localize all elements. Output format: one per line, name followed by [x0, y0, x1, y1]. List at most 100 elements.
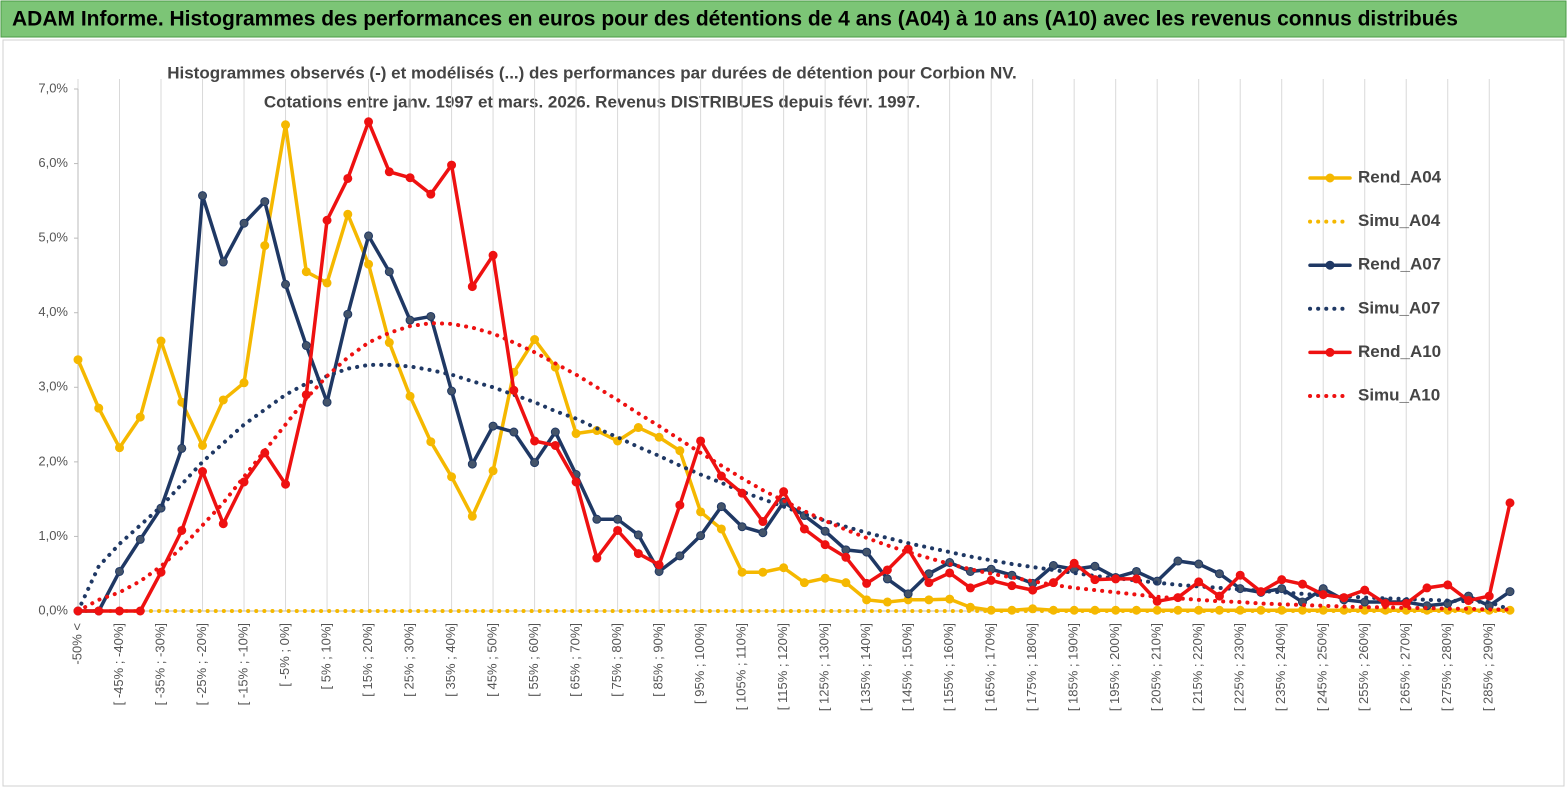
- x-tick-label: [ -5% ; 0%]: [277, 623, 292, 687]
- data-point: [779, 563, 789, 573]
- data-point: [322, 278, 332, 288]
- x-tick-label: -50% <: [69, 623, 84, 665]
- data-point: [841, 545, 851, 555]
- x-tick-label: [ 245% ; 250%]: [1315, 623, 1330, 711]
- data-point: [384, 167, 394, 177]
- data-point: [384, 267, 394, 277]
- data-point: [343, 173, 353, 183]
- data-point: [820, 526, 830, 536]
- data-point: [716, 502, 726, 512]
- data-point: [115, 606, 125, 616]
- observed-line: [76, 120, 1512, 613]
- data-point: [1443, 580, 1453, 590]
- data-point: [218, 519, 228, 529]
- y-tick-label: 5,0%: [38, 230, 68, 245]
- data-point: [177, 525, 187, 535]
- data-point: [1214, 569, 1224, 579]
- data-point: [1297, 579, 1307, 589]
- data-point: [1214, 591, 1224, 601]
- data-point: [1028, 585, 1038, 595]
- data-point: [613, 514, 623, 524]
- data-point: [1069, 558, 1079, 568]
- data-point: [1484, 591, 1494, 601]
- data-point: [820, 573, 830, 583]
- data-point: [945, 594, 955, 604]
- data-point: [696, 436, 706, 446]
- data-point: [633, 530, 643, 540]
- data-point: [737, 488, 747, 498]
- x-tick-label: [ 155% ; 160%]: [941, 623, 956, 711]
- x-tick-label: [ 145% ; 150%]: [900, 623, 915, 711]
- data-point: [758, 528, 768, 538]
- data-point: [550, 440, 560, 450]
- legend-label: Simu_A04: [1358, 211, 1441, 230]
- data-point: [467, 459, 477, 469]
- data-point: [94, 606, 104, 616]
- data-point: [447, 386, 457, 396]
- y-tick-label: 1,0%: [38, 528, 68, 543]
- data-point: [530, 436, 540, 446]
- data-point: [488, 466, 498, 476]
- data-point: [218, 257, 228, 267]
- data-point: [218, 395, 228, 405]
- data-point: [94, 403, 104, 413]
- data-point: [716, 471, 726, 481]
- x-tick-label: [ -25% ; -20%]: [194, 623, 209, 705]
- data-point: [737, 567, 747, 577]
- x-tick-label: [ -45% ; -40%]: [111, 623, 126, 705]
- observed-line: [76, 123, 1512, 612]
- data-point: [571, 477, 581, 487]
- chart-frame: [2, 39, 1565, 787]
- data-point: [364, 259, 374, 269]
- x-tick-label: [ 55% ; 60%]: [526, 623, 541, 697]
- data-point: [862, 578, 872, 588]
- legend-label: Rend_A10: [1358, 342, 1441, 361]
- data-point: [509, 427, 519, 437]
- data-point: [281, 479, 291, 489]
- x-tick-label: [ 15% ; 20%]: [360, 623, 375, 697]
- data-point: [426, 189, 436, 199]
- y-tick-label: 3,0%: [38, 379, 68, 394]
- data-point: [1090, 561, 1100, 571]
- x-tick-label: [ 135% ; 140%]: [858, 623, 873, 711]
- data-point: [384, 338, 394, 348]
- x-tick-label: [ 115% ; 120%]: [775, 623, 790, 710]
- data-point: [592, 514, 602, 524]
- data-point: [239, 378, 249, 388]
- data-point: [301, 341, 311, 351]
- data-point: [447, 160, 457, 170]
- x-tick-label: [ -15% ; -10%]: [235, 623, 250, 705]
- data-point: [1277, 575, 1287, 585]
- data-point: [488, 421, 498, 431]
- data-point: [737, 522, 747, 532]
- data-point: [924, 578, 934, 588]
- legend-label: Simu_A07: [1358, 298, 1440, 317]
- data-point: [924, 595, 934, 605]
- data-point: [675, 500, 685, 510]
- data-point: [1090, 575, 1100, 585]
- x-tick-label: [ 225% ; 230%]: [1232, 623, 1247, 711]
- data-point: [945, 568, 955, 578]
- data-point: [198, 191, 208, 201]
- data-point: [1007, 581, 1017, 591]
- data-point: [882, 597, 892, 607]
- legend-label: Simu_A10: [1358, 385, 1440, 404]
- data-point: [322, 397, 332, 407]
- data-point: [1194, 577, 1204, 587]
- x-tick-label: [ 5% ; 10%]: [318, 623, 333, 689]
- data-point: [530, 458, 540, 468]
- data-point: [841, 578, 851, 588]
- y-tick-label: 2,0%: [38, 453, 68, 468]
- x-tick-label: [ 205% ; 210%]: [1149, 623, 1164, 711]
- data-point: [1173, 556, 1183, 566]
- data-point: [281, 120, 291, 130]
- x-tick-label: [ 215% ; 220%]: [1190, 623, 1205, 711]
- data-point: [1152, 596, 1162, 606]
- data-point: [198, 440, 208, 450]
- data-point: [903, 589, 913, 599]
- data-point: [1505, 587, 1515, 597]
- x-tick-label: [ 235% ; 240%]: [1273, 623, 1288, 711]
- data-point: [1277, 584, 1287, 594]
- data-point: [1422, 583, 1432, 593]
